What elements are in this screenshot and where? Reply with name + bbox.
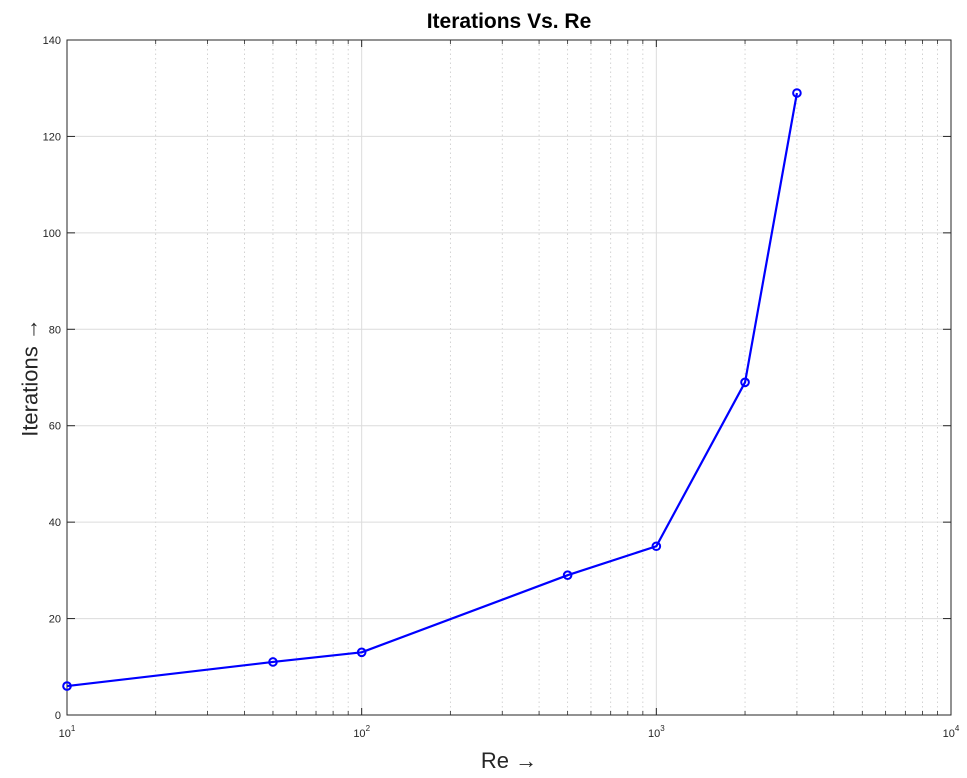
x-tick-exponent: 2 bbox=[366, 724, 371, 733]
y-tick-label: 100 bbox=[43, 228, 61, 240]
x-tick-base: 10 bbox=[648, 728, 660, 740]
x-tick-exponent: 3 bbox=[660, 724, 665, 733]
chart-title: Iterations Vs. Re bbox=[427, 10, 592, 33]
x-tick-base: 10 bbox=[943, 728, 955, 740]
y-tick-label: 120 bbox=[43, 131, 61, 143]
x-axis-label: Re → bbox=[481, 748, 537, 773]
y-tick-label: 60 bbox=[49, 421, 61, 433]
y-tick-label: 80 bbox=[49, 324, 61, 336]
x-tick-base: 10 bbox=[353, 728, 365, 740]
y-tick-label: 40 bbox=[49, 517, 61, 529]
x-tick-exponent: 4 bbox=[955, 724, 960, 733]
y-tick-label: 0 bbox=[55, 710, 61, 722]
x-tick-exponent: 1 bbox=[71, 724, 76, 733]
y-tick-label: 140 bbox=[43, 35, 61, 47]
x-tick-base: 10 bbox=[59, 728, 71, 740]
y-axis-label: Iterations → bbox=[18, 318, 43, 437]
y-tick-label: 20 bbox=[49, 614, 61, 626]
